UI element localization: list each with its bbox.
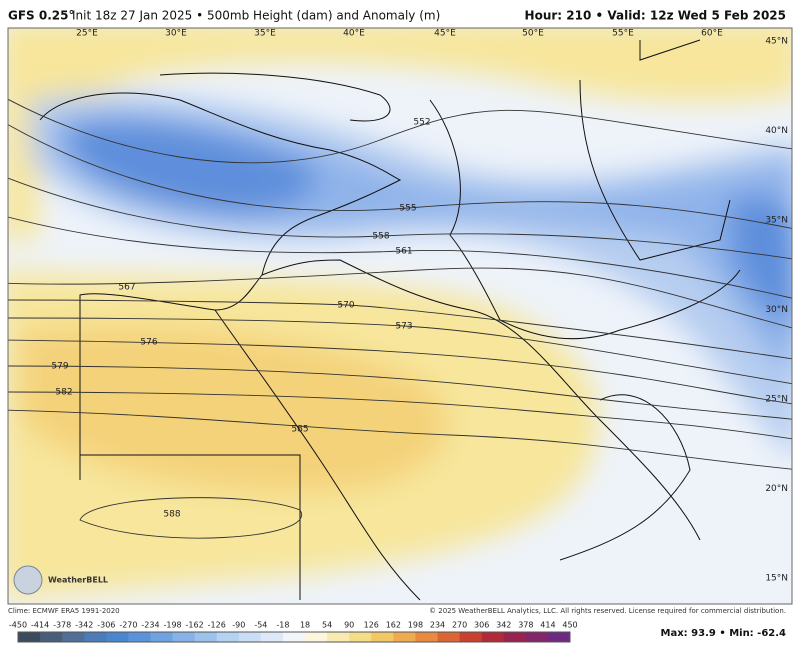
colorbar-cell bbox=[459, 632, 483, 642]
colorbar-label: -162 bbox=[186, 621, 204, 630]
contour-label: 570 bbox=[337, 301, 354, 311]
colorbar-cell bbox=[393, 632, 416, 642]
contour-label: 576 bbox=[140, 338, 157, 348]
colorbar-cell bbox=[128, 632, 151, 642]
colorbar-cell bbox=[172, 632, 196, 642]
colorbar-cell bbox=[371, 632, 394, 642]
colorbar: -450 -414 -378 -342 -306 -270 -234 -198 -162 -126… bbox=[9, 621, 578, 643]
longitude-label: 45°E bbox=[434, 29, 456, 39]
colorbar-cell bbox=[150, 632, 174, 642]
model-name: GFS 0.25° bbox=[8, 9, 74, 23]
max-min: Max: 93.9 • Min: -62.4 bbox=[661, 628, 787, 639]
colorbar-cell bbox=[503, 632, 527, 642]
colorbar-cell bbox=[415, 632, 439, 642]
colorbar-cell bbox=[327, 632, 350, 642]
contour-label: 558 bbox=[372, 232, 389, 242]
latitude-label: 35°N bbox=[765, 216, 788, 226]
colorbar-cell bbox=[62, 632, 85, 642]
colorbar-label: 270 bbox=[452, 621, 467, 630]
colorbar-cell bbox=[547, 632, 571, 642]
height-contours bbox=[8, 98, 792, 539]
contour-label: 561 bbox=[395, 247, 412, 257]
longitude-labels: 25°E 30°E 35°E 40°E 45°E 50°E 55°E 60°E bbox=[76, 29, 723, 39]
contour-label: 582 bbox=[55, 388, 72, 398]
colorbar-label: 18 bbox=[300, 621, 310, 630]
contour-label: 552 bbox=[413, 118, 430, 128]
contour-labels: 552 555 558 561 567 570 573 576 579 582 … bbox=[51, 118, 430, 520]
longitude-label: 35°E bbox=[254, 29, 276, 39]
latitude-label: 15°N bbox=[765, 574, 788, 584]
longitude-label: 40°E bbox=[343, 29, 365, 39]
logo-text: WeatherBELL bbox=[48, 576, 108, 585]
colorbar-cell bbox=[437, 632, 461, 642]
latitude-label: 25°N bbox=[765, 395, 788, 405]
colorbar-label: 126 bbox=[364, 621, 379, 630]
longitude-label: 55°E bbox=[612, 29, 634, 39]
colorbar-cell bbox=[216, 632, 240, 642]
colorbar-label: 54 bbox=[322, 621, 332, 630]
colorbar-label: -270 bbox=[119, 621, 137, 630]
colorbar-label: -378 bbox=[53, 621, 71, 630]
colorbar-cell bbox=[305, 632, 328, 642]
colorbar-label: 414 bbox=[540, 621, 555, 630]
colorbar-label: -126 bbox=[208, 621, 226, 630]
logo: WeatherBELL bbox=[13, 565, 108, 595]
colorbar-label: -54 bbox=[254, 621, 267, 630]
copyright: © 2025 WeatherBELL Analytics, LLC. All r… bbox=[429, 607, 786, 615]
colorbar-label: 162 bbox=[386, 621, 401, 630]
colorbar-label: -450 bbox=[9, 621, 27, 630]
contour-label: 585 bbox=[291, 425, 308, 435]
colorbar-label: -198 bbox=[163, 621, 181, 630]
latitude-label: 30°N bbox=[765, 305, 788, 315]
colorbar-label: -414 bbox=[31, 621, 49, 630]
longitude-label: 50°E bbox=[522, 29, 544, 39]
contour-label: 573 bbox=[395, 322, 412, 332]
colorbar-label: 378 bbox=[518, 621, 533, 630]
colorbar-cell bbox=[84, 632, 107, 642]
contour-label: 588 bbox=[163, 510, 180, 520]
colorbar-frame bbox=[17, 631, 571, 643]
longitude-label: 30°E bbox=[165, 29, 187, 39]
contour-label: 579 bbox=[51, 362, 68, 372]
colorbar-cell bbox=[238, 632, 262, 642]
colorbar-label: -342 bbox=[75, 621, 93, 630]
latitude-label: 40°N bbox=[765, 126, 788, 136]
colorbar-cell bbox=[349, 632, 372, 642]
latitude-labels: 45°N 40°N 35°N 30°N 25°N 20°N 15°N bbox=[765, 37, 788, 584]
colorbar-label: 90 bbox=[344, 621, 354, 630]
colorbar-cell bbox=[40, 632, 63, 642]
colorbar-cell bbox=[525, 632, 549, 642]
latitude-label: 45°N bbox=[765, 37, 788, 47]
latitude-label: 20°N bbox=[765, 484, 788, 494]
colorbar-label: -18 bbox=[276, 621, 289, 630]
map-frame bbox=[7, 27, 793, 605]
map-area: 552 555 558 561 567 570 573 576 579 582 … bbox=[8, 28, 792, 604]
colorbar-label: 306 bbox=[474, 621, 489, 630]
contour-label: 567 bbox=[118, 283, 135, 293]
colorbar-cell bbox=[18, 632, 41, 642]
colorbar-cell bbox=[106, 632, 129, 642]
colorbar-label: 342 bbox=[496, 621, 511, 630]
longitude-label: 60°E bbox=[701, 29, 723, 39]
colorbar-label: 198 bbox=[408, 621, 423, 630]
colorbar-label: -234 bbox=[141, 621, 159, 630]
colorbar-label: 450 bbox=[562, 621, 577, 630]
borders bbox=[39, 39, 741, 601]
colorbar-label: 234 bbox=[430, 621, 445, 630]
colorbar-cell bbox=[194, 632, 218, 642]
valid-info: Hour: 210 • Valid: 12z Wed 5 Feb 2025 bbox=[525, 9, 786, 23]
colorbar-cell bbox=[282, 632, 306, 642]
colorbar-label: -90 bbox=[232, 621, 245, 630]
climatology-note: Clime: ECMWF ERA5 1991-2020 bbox=[8, 607, 120, 615]
longitude-label: 25°E bbox=[76, 29, 98, 39]
init-info: Init 18z 27 Jan 2025 • 500mb Height (dam… bbox=[72, 9, 440, 23]
colorbar-cell bbox=[481, 632, 505, 642]
colorbar-cell bbox=[260, 632, 284, 642]
contour-label: 555 bbox=[399, 204, 416, 214]
colorbar-label: -306 bbox=[97, 621, 115, 630]
